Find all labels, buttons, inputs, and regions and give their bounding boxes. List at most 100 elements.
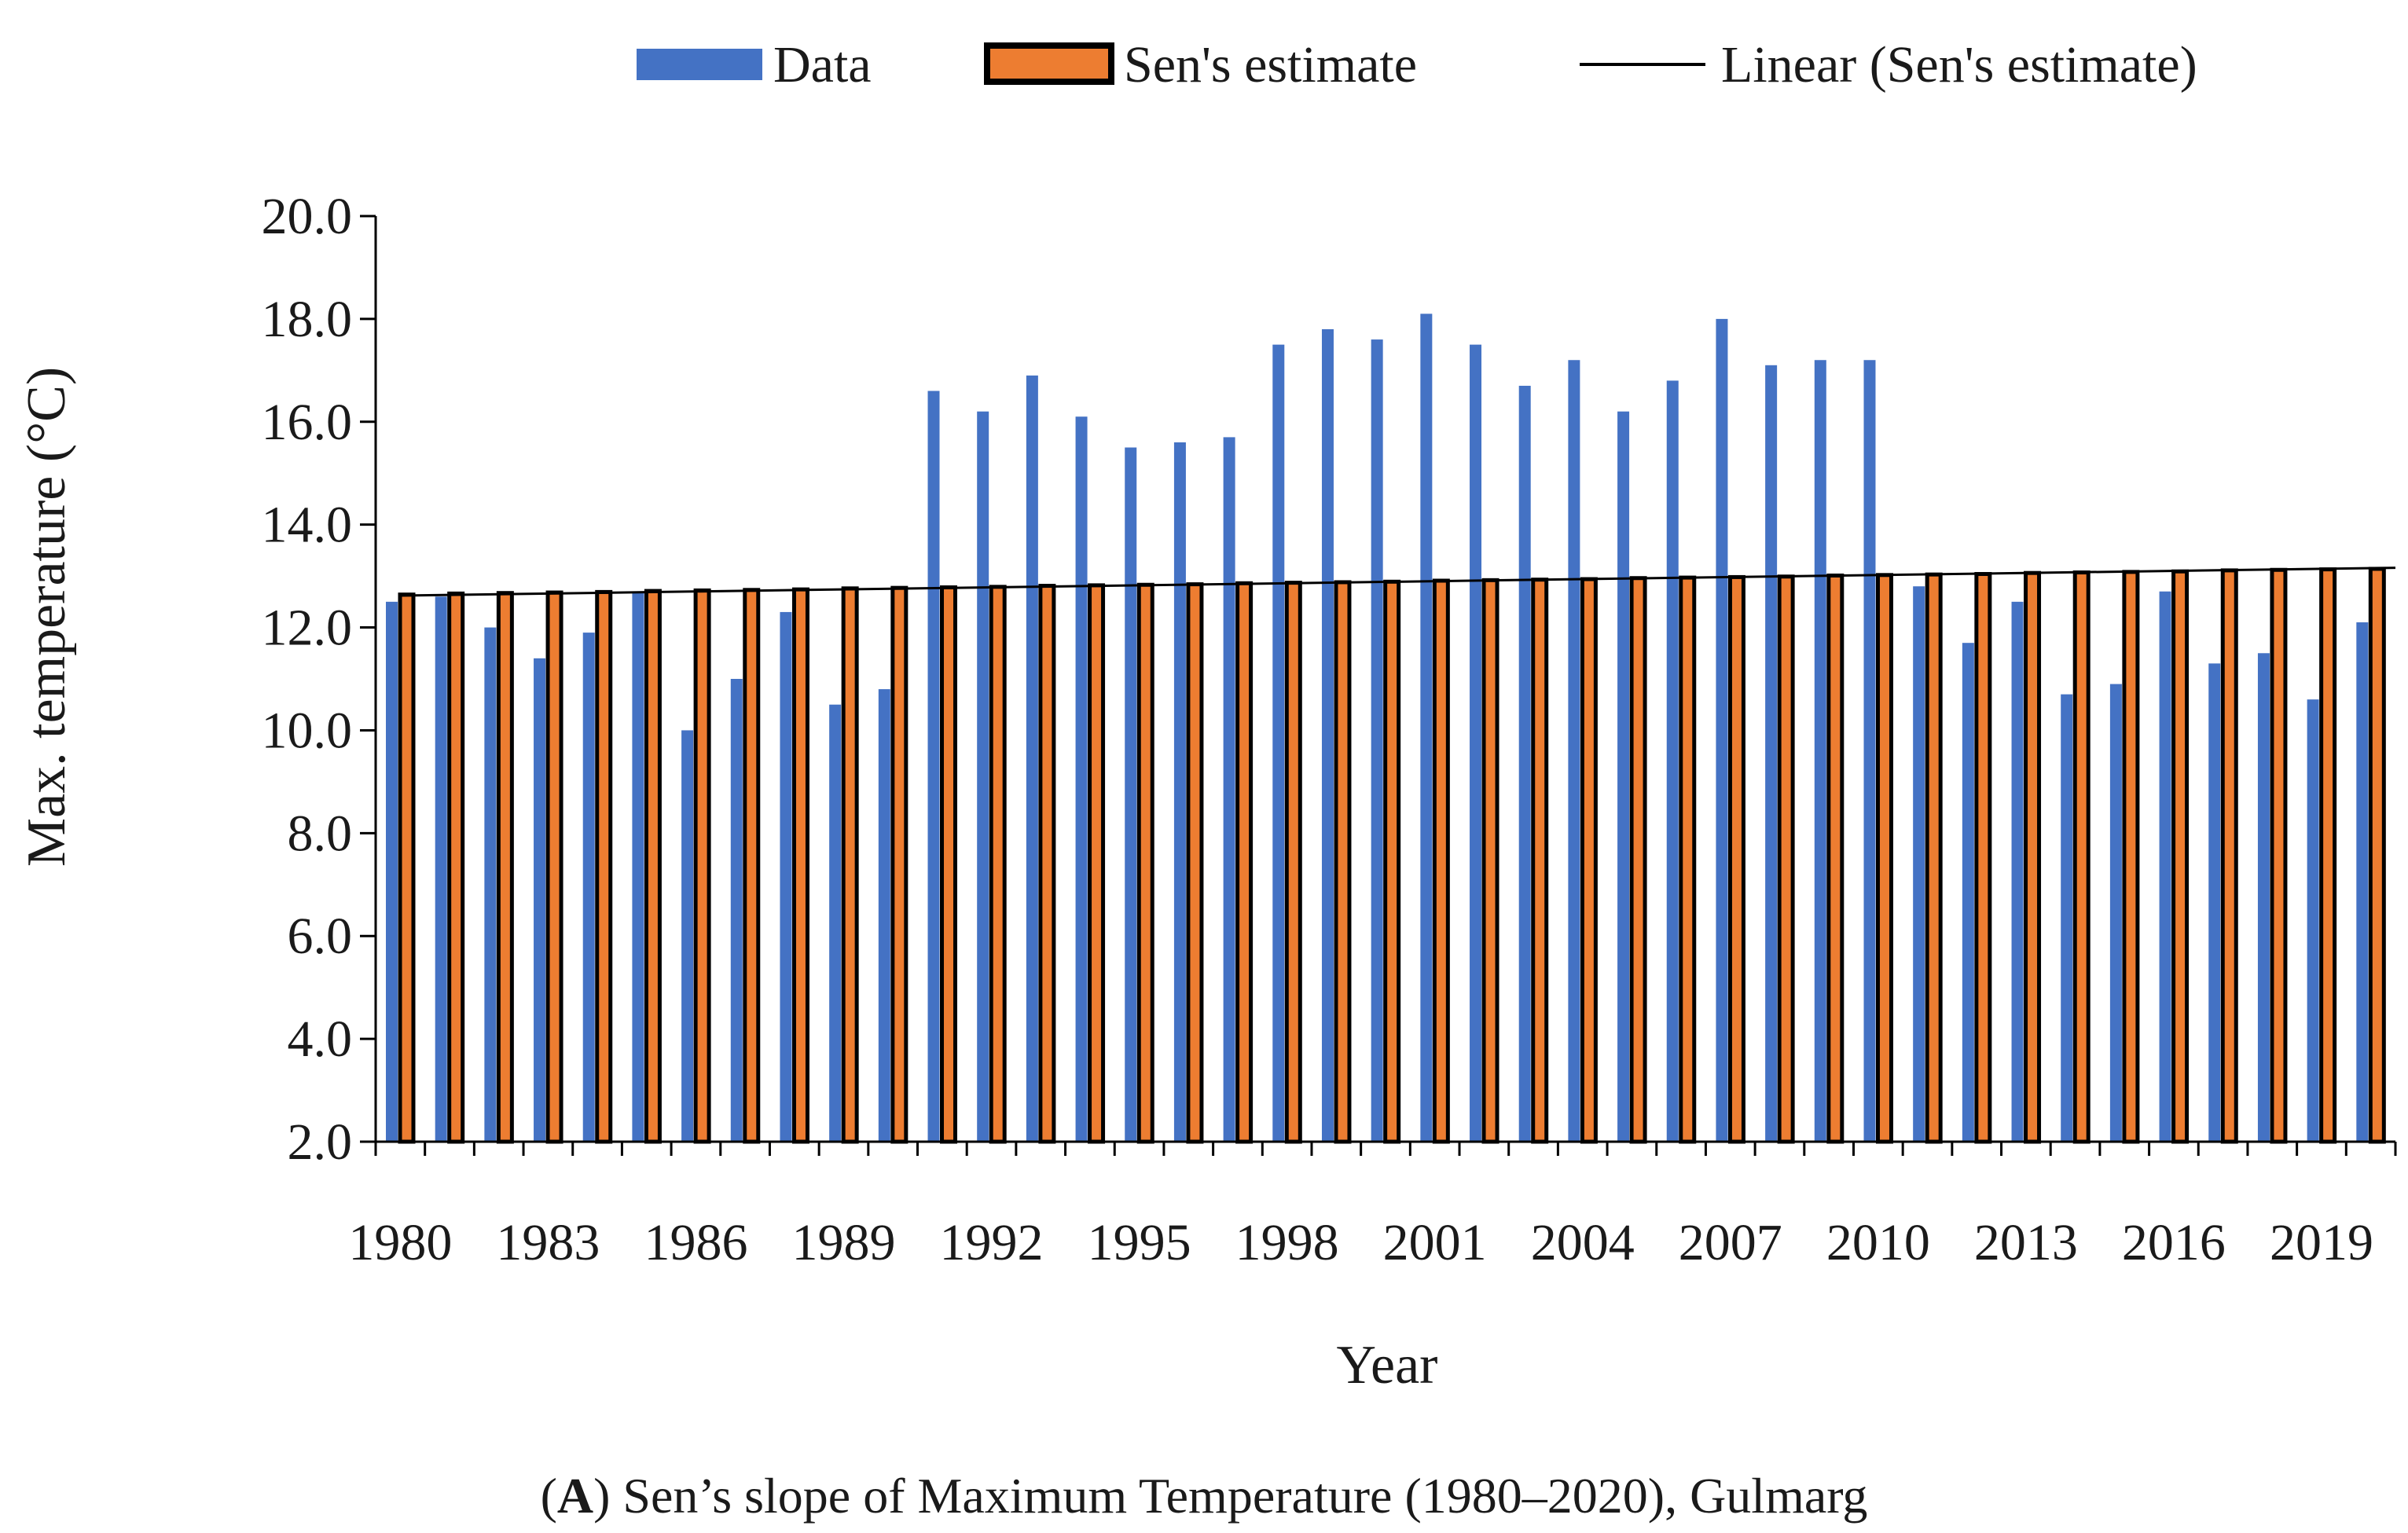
sen-estimate-bar (1580, 577, 1598, 1144)
data-bar (878, 689, 890, 1142)
sen-estimate-bar (1136, 582, 1154, 1144)
data-bar (2061, 694, 2073, 1142)
data-bar (2159, 591, 2171, 1142)
x-tick-label: 1980 (348, 1214, 452, 1271)
data-bar (730, 679, 743, 1142)
sen-estimate-bar (545, 590, 563, 1144)
data-bar (1765, 365, 1778, 1142)
y-tick-label: 6.0 (288, 908, 353, 965)
data-bar (1321, 328, 1334, 1142)
x-tick-label: 2016 (2122, 1214, 2226, 1271)
x-tick-label: 2004 (1531, 1214, 1635, 1271)
data-bar (1617, 411, 1630, 1142)
sen-estimate-bar (1088, 583, 1106, 1144)
sen-estimate-bar (2024, 570, 2042, 1144)
data-bar (977, 411, 989, 1142)
sen-estimate-bar (1875, 573, 1893, 1144)
sen-estimate-bar (1531, 578, 1549, 1144)
sen-estimate-bar (1679, 575, 1697, 1144)
sen-estimate-bar (2368, 567, 2386, 1144)
x-tick-label: 1995 (1088, 1214, 1191, 1271)
caption-text: Sen’s slope of Maximum Temperature (1980… (610, 1468, 1867, 1524)
y-tick-label: 12.0 (262, 600, 353, 657)
sen-linear-trendline (400, 567, 2396, 597)
sen-estimate-bar (940, 585, 958, 1144)
sen-estimate-bar (1383, 579, 1401, 1144)
x-tick-label: 1989 (791, 1214, 895, 1271)
x-tick-label: 2001 (1383, 1214, 1487, 1271)
data-bar (435, 596, 447, 1142)
sen-estimate-bar (1334, 580, 1352, 1144)
sen-estimate-bar (447, 591, 465, 1144)
x-tick-label: 1998 (1235, 1214, 1339, 1271)
sen-estimate-bar (2319, 567, 2337, 1144)
sen-estimate-bar (1038, 584, 1056, 1144)
data-bar (1125, 447, 1137, 1142)
sen-estimate-bar (1974, 571, 1992, 1144)
x-tick-label: 1986 (644, 1214, 747, 1271)
y-tick-label: 16.0 (262, 394, 353, 451)
sen-estimate-bar (1186, 582, 1204, 1144)
data-bar (681, 730, 694, 1142)
data-bar (1026, 375, 1038, 1142)
sen-estimate-bar (841, 586, 859, 1144)
sen-estimate-bar (1826, 573, 1845, 1144)
sen-estimate-bar (890, 585, 909, 1144)
data-bar (2257, 653, 2270, 1142)
y-tick-label: 4.0 (288, 1010, 353, 1068)
x-tick-label: 2013 (1974, 1214, 2078, 1271)
data-bar (829, 704, 842, 1142)
data-bar (1272, 344, 1285, 1142)
sen-estimate-bar (693, 588, 711, 1144)
sen-estimate-bar (2171, 569, 2190, 1144)
x-tick-label: 2007 (1679, 1214, 1782, 1271)
sen-estimate-bar (1481, 578, 1499, 1144)
data-bar (927, 391, 940, 1142)
y-tick-label: 14.0 (262, 497, 353, 554)
sen-estimate-bar (496, 591, 514, 1144)
sen-estimate-bar (2072, 570, 2090, 1144)
sen-estimate-bars (398, 567, 2386, 1144)
x-tick-label: 2010 (1826, 1214, 1930, 1271)
legend: Data Sen's estimate Linear (Sen's estima… (637, 36, 2197, 94)
sen-estimate-bar (1777, 574, 1795, 1144)
data-bar (780, 611, 792, 1142)
data-bar (1371, 339, 1383, 1142)
data-bar (1518, 385, 1531, 1142)
x-tick-label: 1992 (940, 1214, 1044, 1271)
data-bar (1863, 360, 1876, 1142)
sen-estimate-bar (1629, 576, 1647, 1144)
caption-open-paren: ( (541, 1468, 557, 1524)
y-tick-label: 20.0 (262, 188, 353, 245)
data-bar (1420, 314, 1433, 1142)
y-tick-label: 10.0 (262, 702, 353, 759)
legend-linear-label: Linear (Sen's estimate) (1721, 36, 2197, 94)
sen-estimate-bar (1432, 578, 1450, 1144)
data-bar (1814, 360, 1826, 1142)
data-bar (1223, 437, 1235, 1142)
sen-estimate-bar (1284, 581, 1302, 1144)
data-bar (2356, 622, 2369, 1142)
data-bar (1568, 360, 1580, 1142)
sen-estimate-bar (644, 589, 662, 1144)
y-tick-label: 8.0 (288, 805, 353, 862)
sen-estimate-bar (743, 588, 761, 1144)
data-bar (1962, 643, 1974, 1142)
data-bar (1913, 586, 1925, 1142)
caption-letter: A (557, 1468, 593, 1524)
data-bar (632, 591, 644, 1142)
legend-sen-label: Sen's estimate (1124, 36, 1417, 94)
sen-estimate-bar (2220, 568, 2238, 1144)
sen-estimate-bar (595, 589, 613, 1144)
data-bar (1470, 344, 1482, 1142)
data-bars (386, 314, 2369, 1142)
sen-estimate-bar (2270, 567, 2288, 1144)
legend-sen-swatch (984, 42, 1114, 85)
data-bar (1075, 416, 1088, 1142)
sen-estimate-bar (398, 592, 416, 1144)
data-bar (2208, 663, 2221, 1142)
y-axis-title: Max. temperature (°C) (17, 367, 77, 867)
caption-close-paren: ) (593, 1468, 610, 1524)
data-bar (2011, 601, 2024, 1142)
